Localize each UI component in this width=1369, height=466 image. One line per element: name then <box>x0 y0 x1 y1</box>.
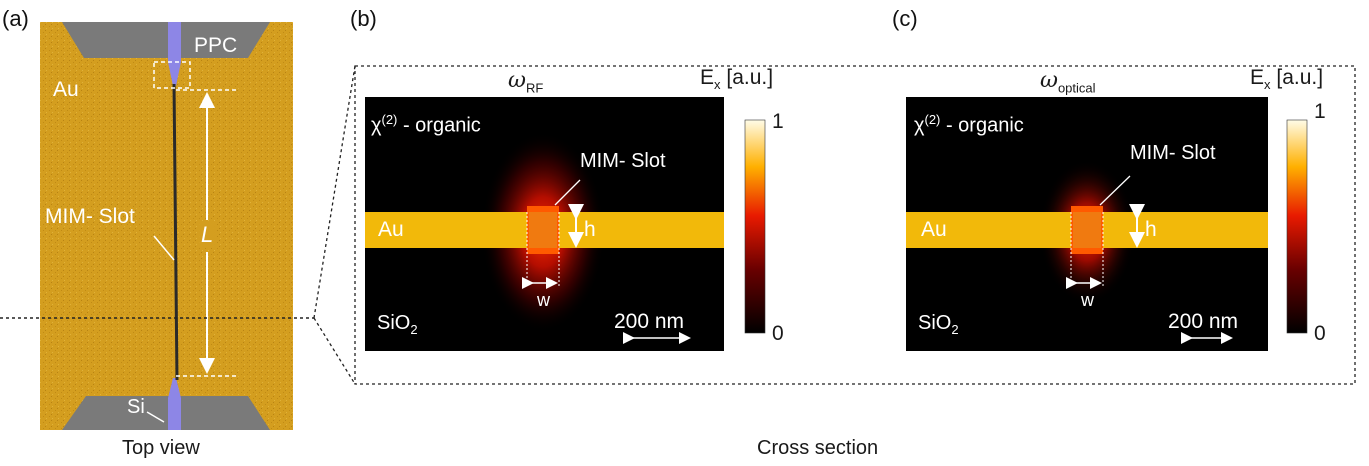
h-label-c: h <box>1145 218 1157 241</box>
sem-top-view <box>40 22 293 430</box>
colorbar-min-c: 0 <box>1314 322 1326 345</box>
panel-label-b: (b) <box>350 6 377 31</box>
material-label-b: χ(2) - organic <box>371 112 481 137</box>
colorbar-max-b: 1 <box>772 110 784 133</box>
scale-label-c: 200 nm <box>1168 310 1239 333</box>
length-label: L <box>199 222 216 248</box>
si-label: Si <box>127 396 145 418</box>
mim-slot-label-c: MIM- Slot <box>1130 142 1216 164</box>
mim-slot-label-b: MIM- Slot <box>580 150 666 172</box>
top-contact-pad <box>62 22 270 58</box>
omega-rf-label: ωRF <box>508 68 544 96</box>
caption-top-view: Top view <box>122 437 200 459</box>
au-label-b: Au <box>378 218 404 241</box>
colorbar-max-c: 1 <box>1314 100 1326 123</box>
silicon-top <box>168 22 181 86</box>
bottom-contact-pad <box>62 396 270 430</box>
w-label-b: w <box>537 290 550 310</box>
ppc-label: PPC <box>194 34 238 57</box>
scale-label-b: 200 nm <box>614 310 685 333</box>
h-label-b: h <box>584 218 596 241</box>
material-label-c: χ(2) - organic <box>914 112 1024 137</box>
gold-film <box>40 22 293 430</box>
field-map-optical <box>906 97 1268 351</box>
mim-slot-line <box>172 83 179 381</box>
mim-slot-label-a: MIM- Slot <box>45 205 135 228</box>
field-map-rf <box>365 97 724 351</box>
caption-cross-section: Cross section <box>757 437 879 459</box>
colorbar-c <box>1286 119 1308 334</box>
silicon-bottom <box>168 378 181 430</box>
l-arrow-bottom <box>199 358 215 374</box>
substrate-label-b: SiO2 <box>377 312 418 337</box>
substrate-label-c: SiO2 <box>918 312 959 337</box>
au-label-a: Au <box>53 78 79 101</box>
omega-optical-label: ωoptical <box>1040 68 1096 96</box>
zoom-box <box>153 61 191 89</box>
l-arrow-top <box>199 92 215 108</box>
panel-label-a: (a) <box>2 6 29 31</box>
cross-section-frame <box>354 65 1356 385</box>
panel-label-c: (c) <box>892 6 918 31</box>
au-label-c: Au <box>921 218 947 241</box>
ex-label-b: Ex [a.u.] <box>700 66 774 93</box>
colorbar-b <box>744 119 766 334</box>
colorbar-min-b: 0 <box>772 322 784 345</box>
ex-label-c: Ex [a.u.] <box>1250 66 1324 93</box>
w-label-c: w <box>1081 290 1094 310</box>
